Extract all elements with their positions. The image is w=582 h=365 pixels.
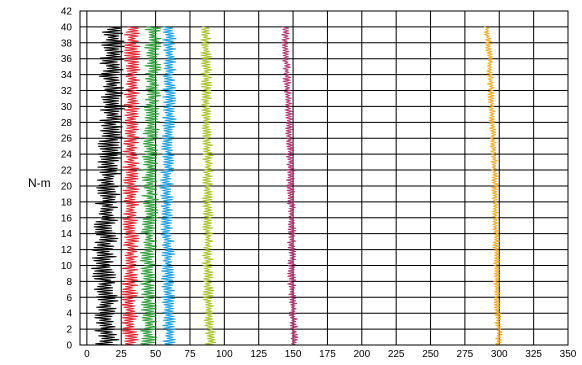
x-tick-labels: 0 25 50 75 100 125 150 175 200 225 250 275 300 325 350 [84, 349, 577, 360]
grid [80, 10, 569, 346]
x-tick-label: 250 [422, 349, 439, 360]
plot-border [79, 10, 569, 346]
series-line-6 [281, 26, 299, 346]
y-tick-label: 30 [61, 102, 73, 113]
y-tick-label: 32 [61, 86, 73, 97]
x-tick-label: 300 [491, 349, 508, 360]
x-tick-label: 125 [250, 349, 267, 360]
y-tick-label: 40 [61, 22, 73, 33]
x-tick-label: 100 [216, 349, 233, 360]
series-line-5 [200, 26, 217, 346]
y-axis-label: N-m [28, 176, 51, 190]
y-tick-label: 38 [61, 38, 73, 49]
y-tick-label: 34 [61, 70, 73, 81]
x-tick-label: 200 [353, 349, 370, 360]
y-tick-label: 0 [66, 341, 72, 352]
y-tick-label: 14 [61, 229, 73, 240]
series-line-3 [139, 26, 162, 346]
series-line-2 [120, 26, 141, 346]
y-tick-label: 42 [61, 7, 73, 18]
x-tick-label: 150 [285, 349, 302, 360]
x-tick-label: 225 [388, 349, 405, 360]
y-tick-label: 22 [61, 166, 73, 177]
y-tick-label: 12 [61, 245, 73, 256]
series-layer [91, 26, 503, 346]
y-tick-label: 28 [61, 118, 73, 129]
y-tick-label: 26 [61, 134, 73, 145]
x-tick-label: 25 [116, 349, 128, 360]
x-tick-label: 175 [319, 349, 336, 360]
x-tick-label: 275 [457, 349, 474, 360]
series-line-1 [91, 26, 126, 346]
y-tick-label: 4 [66, 309, 72, 320]
y-tick-label: 20 [61, 181, 73, 192]
plot-frame [79, 10, 569, 346]
y-tick-label: 36 [61, 54, 73, 65]
series-line-7 [483, 26, 503, 346]
x-tick-label: 350 [560, 349, 577, 360]
series-line-4 [159, 26, 177, 346]
y-tick-label: 16 [61, 213, 73, 224]
y-tick-label: 6 [66, 293, 72, 304]
y-tick-label: 18 [61, 197, 73, 208]
y-tick-label: 2 [66, 325, 72, 336]
x-tick-label: 0 [84, 349, 90, 360]
x-tick-label: 325 [525, 349, 542, 360]
y-tick-label: 24 [61, 150, 73, 161]
y-tick-label: 10 [61, 261, 73, 272]
x-tick-label: 50 [150, 349, 162, 360]
x-tick-label: 75 [184, 349, 196, 360]
y-tick-label: 8 [66, 277, 72, 288]
